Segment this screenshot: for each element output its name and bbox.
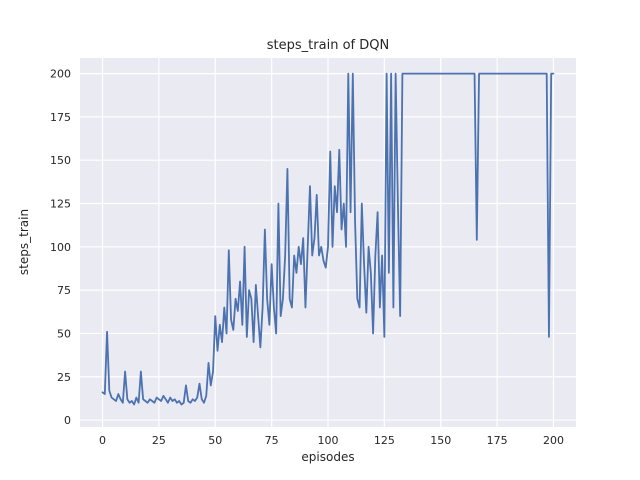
x-tick-label: 125	[374, 434, 395, 447]
y-tick-label: 150	[50, 154, 71, 167]
x-tick-label: 150	[430, 434, 451, 447]
x-tick-label: 0	[99, 434, 106, 447]
x-tick-label: 75	[265, 434, 279, 447]
y-tick-label: 125	[50, 198, 71, 211]
data-series-line	[101, 72, 555, 406]
y-tick-label: 200	[50, 68, 71, 81]
y-tick-label: 175	[50, 111, 71, 124]
x-tick-label: 50	[208, 434, 222, 447]
x-tick-label: 25	[152, 434, 166, 447]
x-tick-label: 200	[543, 434, 564, 447]
y-axis-label: steps_train	[17, 208, 31, 276]
y-tick-label: 25	[57, 371, 71, 384]
y-tick-label: 0	[64, 414, 71, 427]
x-axis-label: episodes	[301, 450, 355, 464]
y-tick-label: 75	[57, 284, 71, 297]
y-tick-label: 50	[57, 327, 71, 340]
y-tick-label: 100	[50, 241, 71, 254]
chart-title: steps_train of DQN	[266, 38, 390, 53]
x-tick-label: 175	[487, 434, 508, 447]
x-tick-label: 100	[318, 434, 339, 447]
